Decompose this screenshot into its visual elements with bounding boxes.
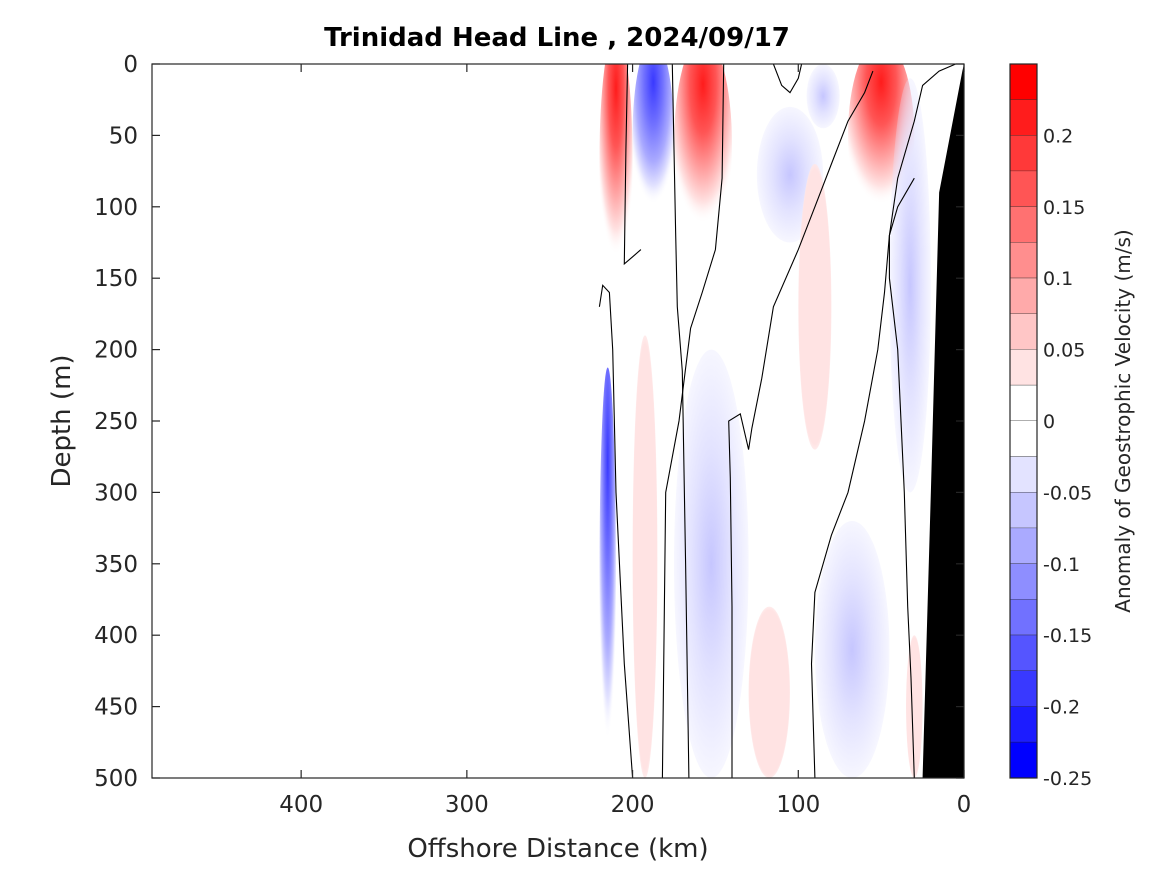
colorbar: 0.2 0.15 0.1 0.05 0 -0.05 -0.1 -0.15 -0.2 -0.25: [1009, 63, 1092, 790]
zero-contour-0: [598, 284, 634, 778]
colorbar-level-12: [1010, 492, 1037, 529]
x-axis-label: Offshore Distance (km): [407, 834, 708, 864]
x-tick-label-0: 400: [279, 792, 323, 818]
y-tick-label-10: 500: [94, 766, 138, 792]
seafloor-mask: [922, 64, 964, 778]
colorbar-tick-label-0: 0.2: [1043, 125, 1073, 147]
y-tick-label-8: 400: [94, 623, 138, 649]
colorbar-tick-label-7: -0.15: [1043, 625, 1092, 647]
zero-contour-6: [810, 64, 956, 778]
y-tick-label-9: 450: [94, 695, 138, 721]
anomaly-negative-12: [814, 520, 890, 778]
zero-contours: [598, 64, 956, 778]
anomaly-field: [599, 64, 931, 778]
colorbar-level-6: [1010, 278, 1037, 314]
colorbar-level-11: [1010, 456, 1037, 493]
x-tick-label-3: 100: [776, 792, 820, 818]
zero-contour-5: [772, 64, 803, 94]
anomaly-positive-6: [798, 163, 832, 450]
colorbar-tick-label-1: 0.15: [1043, 197, 1085, 219]
anomaly-negative-10: [599, 367, 616, 778]
colorbar-level-13: [1010, 528, 1037, 564]
anomaly-negative-3: [806, 64, 840, 129]
colorbar-level-19: [1010, 742, 1037, 778]
anomaly-negative-7: [889, 78, 931, 493]
colorbar-tick-label-3: 0.05: [1043, 340, 1085, 362]
colorbar-level-5: [1010, 242, 1037, 279]
colorbar-level-18: [1010, 706, 1037, 743]
colorbar-tick-label-5: -0.05: [1043, 482, 1092, 504]
y-tick-label-1: 50: [109, 123, 138, 149]
y-tick-label-2: 100: [94, 195, 138, 221]
chart-title: Trinidad Head Line , 2024/09/17: [324, 23, 790, 53]
x-tick-label-1: 300: [445, 792, 489, 818]
y-tick-label-5: 250: [94, 409, 138, 435]
x-tick-label-2: 200: [611, 792, 655, 818]
colorbar-level-8: [1010, 349, 1037, 386]
colorbar-level-10: [1010, 421, 1037, 457]
colorbar-tick-label-8: -0.2: [1043, 697, 1080, 719]
x-axis: 400 300 200 100 0: [279, 64, 971, 818]
anomaly-negative-1: [632, 64, 674, 229]
colorbar-tick-label-6: -0.1: [1043, 554, 1080, 576]
anomaly-positive-11: [748, 606, 790, 778]
y-tick-label-6: 300: [94, 480, 138, 506]
colorbar-label: Anomaly of Geostrophic Velocity (m/s): [1111, 229, 1135, 612]
colorbar-level-9: [1010, 385, 1037, 421]
colorbar-level-3: [1010, 171, 1037, 207]
zero-contour-2: [671, 64, 690, 778]
colorbar-tick-label-2: 0.1: [1043, 268, 1073, 290]
anomaly-positive-2: [674, 64, 732, 252]
colorbar-tick-label-9: -0.25: [1043, 768, 1092, 790]
y-tick-label-4: 200: [94, 338, 138, 364]
x-tick-label-4: 0: [957, 792, 972, 818]
zero-contour-7: [888, 177, 915, 778]
colorbar-level-2: [1010, 135, 1037, 172]
colorbar-level-16: [1010, 635, 1037, 671]
y-axis: 0 50 100 150 200 250 300 350 400 450 500: [94, 52, 964, 792]
colorbar-level-15: [1010, 599, 1037, 636]
zero-contour-4: [728, 70, 874, 778]
y-tick-label-3: 150: [94, 266, 138, 292]
colorbar-level-0: [1010, 64, 1037, 100]
zero-contour-3: [661, 64, 725, 778]
y-tick-label-7: 350: [94, 552, 138, 578]
anomaly-positive-8: [632, 335, 658, 778]
colorbar-frame: [1009, 63, 1038, 779]
anomaly-positive-13: [906, 635, 923, 778]
colorbar-level-17: [1010, 670, 1037, 707]
colorbar-level-4: [1010, 206, 1037, 243]
colorbar-level-14: [1010, 563, 1037, 600]
plot-area: [151, 63, 965, 779]
colorbar-level-1: [1010, 99, 1037, 136]
colorbar-tick-label-4: 0: [1043, 411, 1055, 433]
y-tick-label-0: 0: [123, 52, 138, 78]
colorbar-level-7: [1010, 313, 1037, 350]
zero-contour-1: [623, 64, 642, 266]
y-axis-label: Depth (m): [47, 354, 77, 487]
